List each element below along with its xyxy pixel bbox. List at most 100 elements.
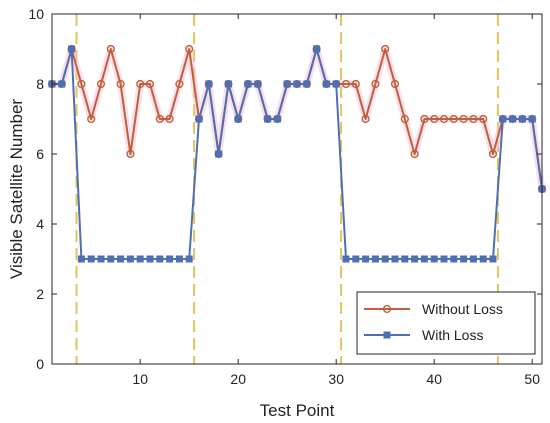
point-with-loss-41 bbox=[440, 255, 448, 263]
point-without-loss-5 bbox=[87, 114, 96, 124]
point-with-loss-34 bbox=[371, 255, 379, 263]
point-without-loss-46 bbox=[488, 149, 498, 159]
point-with-loss-16 bbox=[195, 115, 203, 123]
point-without-loss-39 bbox=[420, 114, 429, 124]
legend-marker-without-loss bbox=[382, 304, 392, 314]
point-with-loss-8 bbox=[117, 255, 125, 263]
series-with-loss bbox=[48, 45, 546, 263]
point-with-loss-26 bbox=[293, 80, 301, 88]
point-with-loss-28 bbox=[313, 45, 321, 53]
point-without-loss-40 bbox=[430, 114, 439, 124]
point-with-loss-31 bbox=[342, 255, 350, 263]
point-with-loss-45 bbox=[479, 255, 487, 263]
point-without-loss-42 bbox=[449, 114, 458, 124]
point-with-loss-15 bbox=[185, 255, 193, 263]
point-with-loss-40 bbox=[430, 255, 438, 263]
point-without-loss-43 bbox=[459, 114, 468, 124]
y-tick-label-0: 0 bbox=[36, 356, 44, 372]
point-with-loss-10 bbox=[136, 255, 144, 263]
point-without-loss-34 bbox=[371, 79, 380, 89]
point-with-loss-42 bbox=[450, 255, 458, 263]
y-tick-label-10: 10 bbox=[28, 6, 44, 22]
point-with-loss-4 bbox=[77, 255, 85, 263]
point-with-loss-49 bbox=[518, 115, 526, 123]
point-with-loss-43 bbox=[460, 255, 468, 263]
point-with-loss-20 bbox=[234, 115, 242, 123]
point-with-loss-50 bbox=[528, 115, 536, 123]
point-with-loss-46 bbox=[489, 255, 497, 263]
point-without-loss-31 bbox=[341, 79, 351, 89]
point-with-loss-44 bbox=[469, 255, 477, 263]
point-without-loss-4 bbox=[77, 79, 86, 89]
point-with-loss-5 bbox=[87, 255, 95, 263]
point-with-loss-32 bbox=[352, 255, 360, 263]
point-without-loss-44 bbox=[469, 114, 478, 124]
axis-ticks: 10 20 30 40 50 0 2 4 6 8 10 bbox=[28, 6, 542, 387]
point-without-loss-7 bbox=[106, 44, 115, 54]
x-tick-label-30: 30 bbox=[328, 371, 344, 387]
point-without-loss-32 bbox=[351, 79, 360, 89]
point-with-loss-9 bbox=[126, 255, 134, 263]
legend-label-without-loss: Without Loss bbox=[422, 301, 503, 317]
legend-label-with-loss: With Loss bbox=[422, 327, 483, 343]
point-with-loss-22 bbox=[254, 80, 262, 88]
point-without-loss-41 bbox=[439, 114, 449, 124]
point-without-loss-14 bbox=[175, 79, 184, 89]
x-tick-label-10: 10 bbox=[132, 371, 148, 387]
point-without-loss-35 bbox=[381, 44, 390, 54]
point-with-loss-38 bbox=[411, 255, 419, 263]
point-without-loss-11 bbox=[145, 79, 155, 89]
point-without-loss-13 bbox=[165, 114, 174, 124]
point-without-loss-9 bbox=[126, 149, 135, 159]
point-with-loss-24 bbox=[273, 115, 281, 123]
point-without-loss-36 bbox=[390, 79, 400, 89]
point-with-loss-36 bbox=[391, 255, 399, 263]
x-tick-label-50: 50 bbox=[524, 371, 540, 387]
point-with-loss-33 bbox=[362, 255, 370, 263]
y-tick-label-2: 2 bbox=[36, 286, 44, 302]
point-with-loss-21 bbox=[244, 80, 252, 88]
y-tick-label-4: 4 bbox=[36, 216, 44, 232]
point-with-loss-29 bbox=[322, 80, 330, 88]
point-with-loss-7 bbox=[107, 255, 115, 263]
point-without-loss-37 bbox=[400, 114, 409, 124]
point-with-loss-12 bbox=[156, 255, 164, 263]
point-with-loss-2 bbox=[58, 80, 66, 88]
point-without-loss-45 bbox=[479, 114, 488, 124]
point-with-loss-39 bbox=[420, 255, 428, 263]
point-with-loss-37 bbox=[401, 255, 409, 263]
point-without-loss-12 bbox=[155, 114, 164, 124]
series-layer bbox=[47, 44, 547, 263]
point-with-loss-30 bbox=[332, 80, 340, 88]
point-with-loss-48 bbox=[509, 115, 517, 123]
x-tick-label-40: 40 bbox=[426, 371, 442, 387]
point-without-loss-15 bbox=[185, 44, 194, 54]
point-with-loss-3 bbox=[68, 45, 76, 53]
legend: Without Loss With Loss bbox=[356, 291, 536, 355]
legend-marker-with-loss bbox=[383, 331, 391, 339]
point-with-loss-35 bbox=[381, 255, 389, 263]
point-with-loss-13 bbox=[166, 255, 174, 263]
point-with-loss-18 bbox=[215, 150, 223, 158]
plot-frame bbox=[51, 13, 543, 365]
point-with-loss-25 bbox=[283, 80, 291, 88]
x-tick-label-20: 20 bbox=[230, 371, 246, 387]
point-with-loss-14 bbox=[175, 255, 183, 263]
point-with-loss-6 bbox=[97, 255, 105, 263]
point-with-loss-27 bbox=[303, 80, 311, 88]
point-without-loss-38 bbox=[410, 149, 419, 159]
point-with-loss-19 bbox=[224, 80, 232, 88]
point-without-loss-6 bbox=[96, 79, 106, 89]
point-without-loss-33 bbox=[361, 114, 370, 124]
x-axis-title: Test Point bbox=[260, 401, 335, 420]
y-tick-label-8: 8 bbox=[36, 76, 44, 92]
point-without-loss-8 bbox=[116, 79, 125, 89]
point-with-loss-47 bbox=[499, 115, 507, 123]
y-tick-label-6: 6 bbox=[36, 146, 44, 162]
y-axis-title: Visible Satellite Number bbox=[7, 99, 26, 279]
point-with-loss-11 bbox=[146, 255, 154, 263]
legend-box bbox=[356, 291, 536, 355]
point-with-loss-17 bbox=[205, 80, 213, 88]
point-without-loss-10 bbox=[136, 79, 145, 89]
